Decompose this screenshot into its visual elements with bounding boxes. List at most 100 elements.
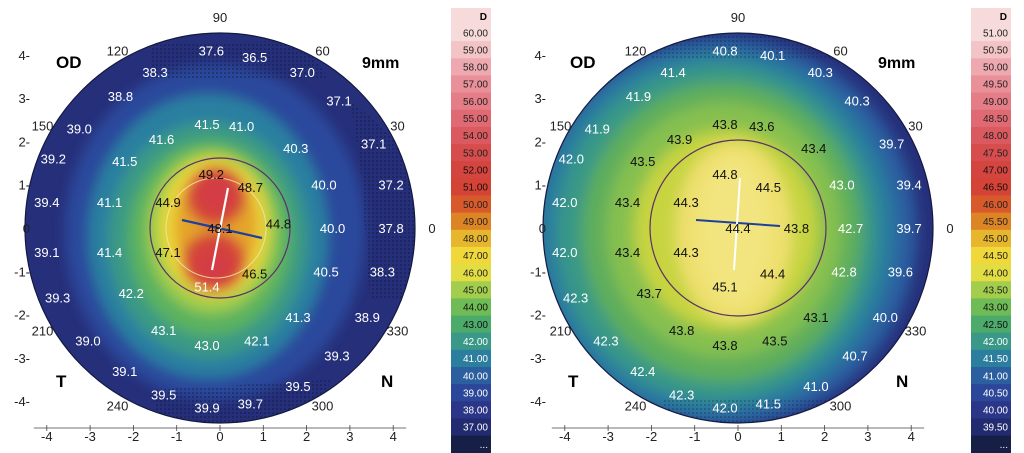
angle-label: 30 [390, 119, 404, 134]
y-tick-label: 1- [18, 178, 30, 193]
power-reading: 43.9 [667, 132, 692, 147]
power-reading: 37.1 [326, 93, 351, 108]
scale-label: 41.00 [463, 354, 488, 365]
scale-label: 55.00 [463, 114, 488, 125]
angle-label: 0 [428, 221, 435, 236]
power-reading: 42.2 [119, 286, 144, 301]
scale-swatch [451, 126, 491, 145]
scale-swatch [971, 126, 1011, 145]
power-reading: 41.1 [97, 195, 122, 210]
x-tick-label: -1 [171, 429, 183, 444]
power-reading: 44.5 [756, 180, 781, 195]
scale-swatch [451, 332, 491, 351]
scale-swatch [971, 418, 1011, 437]
steep-axis-line-right [733, 177, 741, 271]
scale-swatch [451, 229, 491, 248]
angle-label: 60 [833, 43, 847, 58]
scale-swatch [451, 349, 491, 368]
scale-label: 57.00 [463, 80, 488, 91]
scale-label: 50.00 [983, 63, 1008, 74]
scale-label: 50.50 [983, 45, 1008, 56]
scale-swatch [971, 315, 1011, 334]
scale-swatch [451, 58, 491, 76]
power-reading: 39.4 [896, 178, 921, 193]
scale-swatch [451, 281, 491, 299]
power-reading: 42.8 [831, 264, 856, 279]
power-reading: 39.3 [324, 349, 349, 364]
power-reading: 40.3 [844, 93, 869, 108]
scale-swatch [971, 195, 1011, 214]
scale-label: 59.00 [463, 45, 488, 56]
y-tick-label: -1- [14, 264, 30, 279]
scale-label: 42.00 [983, 337, 1008, 348]
topography-map-right: -4 -3 -2 -1 0 1 2 3 4 4- 3- 2- 1- 0 -1- -2- -3- -4- 90 120 6… [512, 0, 1024, 453]
angle-label: 240 [625, 399, 647, 414]
scale-swatch [451, 75, 491, 94]
power-reading: 41.9 [585, 121, 610, 136]
scale-label: 42.50 [983, 320, 1008, 331]
power-reading: 43.0 [194, 338, 219, 353]
scale-label: 48.00 [983, 131, 1008, 142]
power-reading: 43.5 [630, 154, 655, 169]
power-reading: 42.4 [630, 364, 655, 379]
scale-label: 50.00 [463, 200, 488, 211]
power-reading: 41.5 [194, 117, 219, 132]
y-tick-label: 4- [534, 48, 546, 63]
scale-swatch [971, 349, 1011, 368]
y-tick-label: 3- [18, 91, 30, 106]
eye-label-left: OD [56, 53, 82, 72]
power-reading: 40.3 [808, 65, 833, 80]
scale-header-bg [451, 8, 491, 24]
y-tick-label: -3- [530, 351, 546, 366]
angle-label: 300 [312, 399, 334, 414]
pupil-circle-left [149, 157, 291, 299]
scale-swatch [451, 246, 491, 265]
power-reading: 39.1 [112, 364, 137, 379]
angle-label: 150 [550, 119, 572, 134]
power-reading: 41.5 [112, 154, 137, 169]
x-tick-label: 2 [303, 429, 310, 444]
scale-label: 43.00 [463, 320, 488, 331]
scale-swatch [451, 401, 491, 419]
power-reading: 40.7 [842, 349, 867, 364]
scale-swatch [971, 58, 1011, 76]
scale-swatch [971, 264, 1011, 282]
x-tick-label: -1 [689, 429, 701, 444]
angle-label: 0 [946, 221, 953, 236]
power-reading: 41.4 [660, 65, 685, 80]
angle-label: 90 [213, 10, 227, 25]
power-reading: 43.8 [712, 338, 737, 353]
scale-label: 49.00 [983, 97, 1008, 108]
angle-label: 300 [830, 399, 852, 414]
power-reading: 43.8 [784, 221, 809, 236]
power-reading: 43.5 [762, 334, 787, 349]
scale-label: 45.00 [983, 234, 1008, 245]
x-tick-label: 2 [821, 429, 828, 444]
scale-label: 53.00 [463, 148, 488, 159]
y-tick-label: -1- [530, 264, 546, 279]
scale-swatch [971, 161, 1011, 179]
power-reading: 38.9 [355, 310, 380, 325]
readings-left: 37.6 36.5 38.3 37.0 38.8 37.1 39.0 41.5 41.0 41.6… [34, 43, 404, 415]
power-reading: 40.0 [873, 310, 898, 325]
angle-label: 90 [731, 10, 745, 25]
scale-swatch [451, 109, 491, 128]
scale-header-bg [971, 8, 1011, 24]
x-tick-label: 0 [734, 429, 741, 444]
scale-swatch [971, 144, 1011, 162]
scale-swatch [451, 144, 491, 162]
y-tick-label: 1- [534, 178, 546, 193]
power-reading: 39.7 [896, 221, 921, 236]
power-reading: 43.4 [615, 195, 640, 210]
scale-label: 51.00 [983, 28, 1008, 39]
power-reading: 39.2 [41, 152, 66, 167]
power-reading: 43.8 [669, 323, 694, 338]
power-reading: 41.5 [756, 396, 781, 411]
color-scale-left: D 60.00 59.00 58.00 57.00 56.00 55.00 54.00 53.0… [451, 8, 491, 453]
scale-swatch [451, 92, 491, 111]
power-reading: 40.5 [313, 264, 338, 279]
scale-swatch [971, 281, 1011, 299]
power-reading: 41.9 [626, 89, 651, 104]
scale-swatch [971, 229, 1011, 248]
power-reading: 42.0 [712, 401, 737, 416]
